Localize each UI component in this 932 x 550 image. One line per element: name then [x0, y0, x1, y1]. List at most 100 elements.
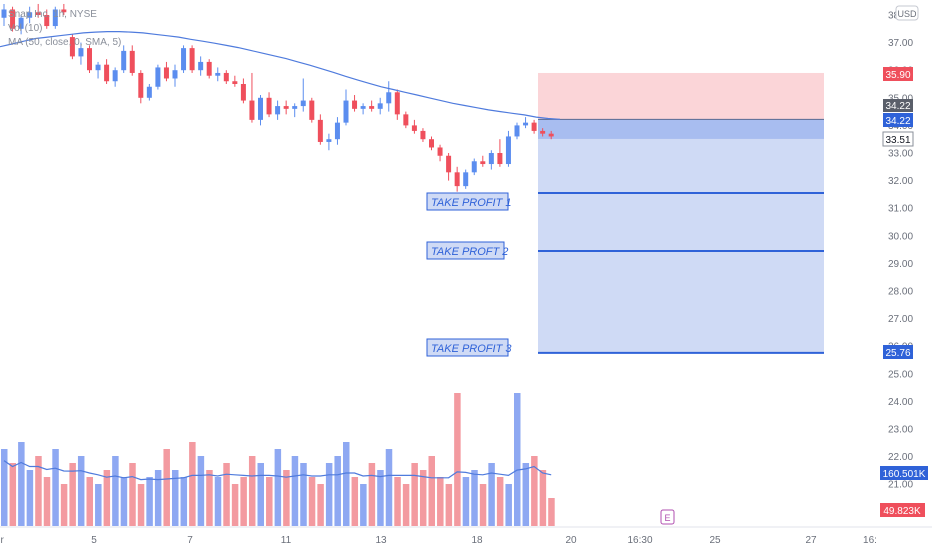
candle-body: [35, 12, 41, 15]
svg-text:34.22: 34.22: [885, 116, 910, 127]
volume-bar: [240, 477, 247, 526]
ma-path: [0, 31, 561, 120]
tp3-annotation[interactable]: TAKE PROFIT 3: [426, 338, 512, 357]
volume-last-tag: 49.823K: [880, 503, 925, 517]
candle: [446, 153, 452, 181]
svg-text:34.22: 34.22: [885, 101, 910, 112]
volume-bar: [154, 470, 162, 526]
volume-bar: [317, 484, 324, 526]
candle-body: [275, 106, 281, 115]
candle: [104, 59, 110, 84]
candle-body: [429, 139, 434, 148]
candle-body: [411, 125, 417, 131]
stop-price-tag: 35.90: [883, 67, 913, 81]
volume-bar: [197, 456, 205, 526]
tp2-label: TAKE PROFT 2: [431, 246, 508, 258]
volume-bar: [26, 470, 34, 526]
candle-body: [223, 72, 229, 82]
candle: [121, 45, 127, 73]
candle-body: [232, 81, 238, 84]
candle: [514, 122, 520, 140]
candle: [129, 45, 135, 76]
svg-text:35.90: 35.90: [885, 70, 910, 81]
candle: [189, 45, 195, 73]
volume-bar: [163, 449, 170, 526]
volume-bar: [86, 477, 93, 526]
candle-body: [471, 161, 477, 173]
tp3-label: TAKE PROFIT 3: [431, 343, 512, 355]
volume-bar: [137, 484, 145, 526]
candle-body: [121, 50, 127, 71]
volume-bar: [146, 477, 153, 526]
candle: [523, 117, 529, 129]
candle-body: [69, 37, 75, 57]
volume-bar: [248, 456, 256, 526]
candle: [44, 9, 50, 29]
candle: [266, 92, 272, 118]
candle-body: [317, 119, 323, 142]
volume-bar: [334, 456, 341, 526]
volume-bar: [69, 463, 76, 526]
volume-bar: [35, 456, 42, 526]
candle: [377, 97, 383, 115]
candle: [437, 144, 443, 162]
candle-body: [326, 139, 332, 142]
volume-bar: [120, 477, 128, 526]
candle-body: [78, 48, 84, 57]
candle: [300, 78, 306, 112]
volume-bar: [402, 484, 410, 526]
volume-bar: [377, 470, 384, 526]
candle-body: [240, 84, 246, 101]
y-tick-label: 21.00: [888, 480, 913, 491]
x-tick-label: 25: [709, 535, 721, 546]
candle-body: [548, 133, 554, 137]
candle-body: [1, 9, 7, 18]
x-tick-label: 16:30: [627, 535, 652, 546]
candle: [206, 59, 212, 79]
candle: [403, 111, 409, 129]
candle: [420, 128, 426, 142]
candle-body: [437, 147, 443, 156]
candle-body: [283, 106, 289, 109]
svg-text:33.51: 33.51: [885, 135, 910, 146]
candle: [27, 6, 33, 24]
y-tick-label: 33.00: [888, 149, 913, 160]
candle: [531, 119, 537, 134]
candle: [215, 67, 221, 82]
currency-badge[interactable]: USD: [895, 5, 919, 21]
candle: [35, 3, 41, 18]
entry-price-tag: 34.22: [883, 113, 913, 127]
candle-body: [463, 172, 469, 187]
volume-bar: [479, 484, 487, 526]
earnings-marker[interactable]: E: [660, 509, 675, 525]
volume-bar: [428, 456, 435, 526]
volume-bar: [368, 463, 376, 526]
candle-body: [61, 9, 67, 13]
candle-body: [87, 48, 92, 71]
tp1-annotation[interactable]: TAKE PROFIT 1: [426, 192, 511, 211]
volume-bar: [60, 484, 68, 526]
candle: [223, 70, 229, 84]
candle-body: [181, 48, 187, 71]
volume-ma-tag: 160.501K: [880, 466, 928, 480]
volume-bar: [325, 463, 333, 526]
x-tick-label: 11: [281, 535, 292, 546]
candle-body: [420, 130, 426, 140]
tp2-annotation[interactable]: TAKE PROFT 2: [426, 241, 508, 260]
currency-label: USD: [897, 9, 917, 19]
volume-bar: [539, 470, 547, 526]
volume-bar: [274, 449, 282, 526]
candle: [163, 61, 169, 82]
time-axis[interactable]: Apr 5 7 11 13 18 20 16:30 25 27 16:: [0, 535, 877, 546]
volume-bar: [214, 477, 222, 526]
x-tick-label: 27: [805, 535, 817, 546]
candle: [292, 103, 298, 118]
y-tick-label: 27.00: [888, 314, 913, 325]
y-tick-label: 25.00: [888, 369, 913, 380]
volume-bar: [531, 456, 538, 526]
svg-text:160.501K: 160.501K: [883, 469, 926, 480]
legend-ma: MA (50, close, 0, SMA, 5): [8, 37, 121, 48]
candle: [249, 72, 255, 123]
take-profit-lines: [538, 192, 824, 354]
